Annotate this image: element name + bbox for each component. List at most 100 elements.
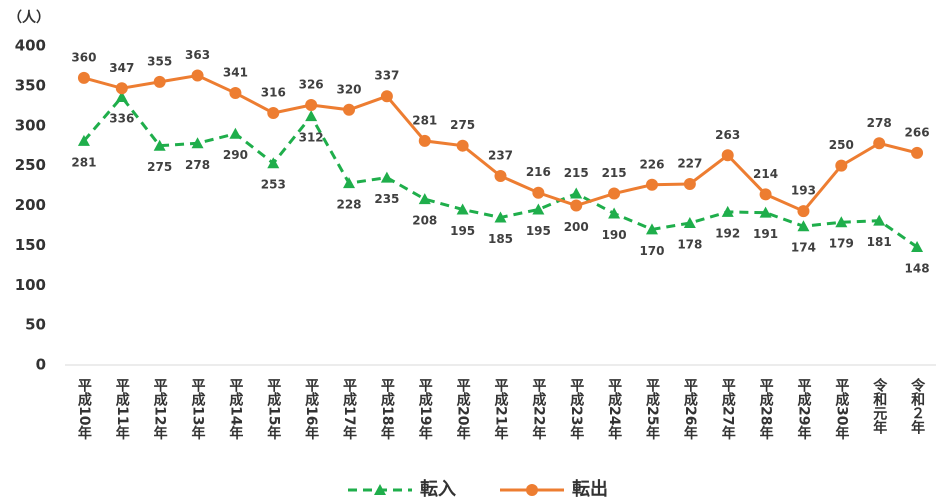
x-tick-label: 平成13年 [190, 378, 206, 441]
data-label: 235 [374, 192, 399, 206]
x-tick-label: 平成28年 [758, 378, 774, 441]
point [570, 199, 583, 212]
data-label: 290 [223, 148, 248, 162]
x-tick-label: 平成30年 [833, 378, 849, 441]
data-label: 347 [109, 61, 134, 75]
y-tick-label: 50 [25, 316, 46, 334]
point [456, 203, 469, 215]
x-tick-label: 平成12年 [152, 378, 168, 441]
data-label: 228 [336, 198, 361, 212]
data-label: 266 [905, 125, 930, 139]
y-tick-label: 100 [15, 276, 46, 294]
data-label: 208 [412, 214, 437, 228]
point [115, 82, 128, 95]
data-label: 337 [374, 69, 399, 83]
y-tick-label: 200 [15, 196, 46, 214]
data-label: 214 [753, 167, 778, 181]
point [380, 171, 393, 183]
x-tick-label: 平成18年 [379, 378, 395, 441]
point [645, 223, 658, 235]
legend-marker [374, 484, 386, 495]
data-label: 185 [488, 232, 513, 246]
data-label: 148 [905, 261, 930, 275]
legend-label: 転入 [420, 478, 456, 500]
x-tick-label: 平成19年 [417, 378, 433, 441]
data-label: 326 [299, 78, 324, 92]
point [797, 205, 810, 218]
x-tick-label: 平成15年 [265, 378, 281, 441]
point [267, 157, 280, 169]
point [608, 187, 621, 200]
legend-marker [526, 484, 538, 496]
data-label: 278 [185, 158, 210, 172]
point [683, 217, 696, 229]
data-label: 170 [639, 244, 664, 258]
data-label: 336 [109, 112, 134, 126]
data-label: 216 [526, 165, 551, 179]
x-tick-label: 平成23年 [568, 378, 584, 441]
point [229, 87, 242, 100]
y-tick-label: 400 [15, 37, 46, 55]
point [305, 99, 318, 112]
data-label: 190 [602, 228, 627, 242]
x-tick-label: 平成29年 [795, 378, 811, 441]
x-tick-label: 平成27年 [720, 378, 736, 441]
data-label: 215 [564, 166, 589, 180]
data-label: 226 [639, 157, 664, 171]
point [532, 186, 545, 199]
legend-label: 転出 [572, 478, 608, 500]
data-label: 237 [488, 148, 513, 162]
data-label: 363 [185, 48, 210, 62]
x-tick-label: 平成17年 [341, 378, 357, 441]
data-label: 341 [223, 66, 248, 80]
point [797, 220, 810, 232]
point [835, 216, 848, 228]
point [645, 178, 658, 191]
point [191, 137, 204, 149]
x-tick-label: 平成21年 [493, 378, 509, 441]
data-label: 193 [791, 184, 816, 198]
data-label: 275 [147, 160, 172, 174]
y-tick-label: 150 [15, 236, 46, 254]
x-tick-label: 平成22年 [530, 378, 546, 441]
y-tick-label: 350 [15, 76, 46, 94]
point [532, 203, 545, 215]
point [380, 90, 393, 103]
data-label: 200 [564, 220, 589, 234]
y-tick-label: 0 [36, 356, 46, 374]
x-tick-label: 平成16年 [303, 378, 319, 441]
data-label: 195 [450, 224, 475, 238]
point [418, 134, 431, 147]
data-label: 181 [867, 235, 892, 249]
point [683, 177, 696, 190]
data-label: 263 [715, 128, 740, 142]
x-tick-label: 平成11年 [114, 378, 130, 441]
point [191, 69, 204, 82]
data-label: 278 [867, 116, 892, 130]
x-tick-label: 平成14年 [227, 378, 243, 441]
point [153, 75, 166, 88]
data-label: 195 [526, 224, 551, 238]
point [267, 106, 280, 119]
point [77, 134, 90, 146]
point [77, 71, 90, 84]
data-label: 281 [71, 155, 96, 169]
point [759, 206, 772, 218]
point [721, 205, 734, 217]
point [873, 214, 886, 226]
x-tick-label: 令和２年 [909, 377, 926, 435]
data-label: 174 [791, 241, 816, 255]
x-tick-label: 平成24年 [606, 378, 622, 441]
point [570, 187, 583, 199]
point [343, 177, 356, 189]
point [608, 207, 621, 219]
point [343, 103, 356, 116]
point [873, 137, 886, 150]
point [305, 110, 318, 122]
data-label: 227 [677, 156, 702, 170]
data-label: 192 [715, 226, 740, 240]
data-label: 355 [147, 54, 172, 68]
y-tick-label: 300 [15, 116, 46, 134]
data-label: 179 [829, 237, 854, 251]
